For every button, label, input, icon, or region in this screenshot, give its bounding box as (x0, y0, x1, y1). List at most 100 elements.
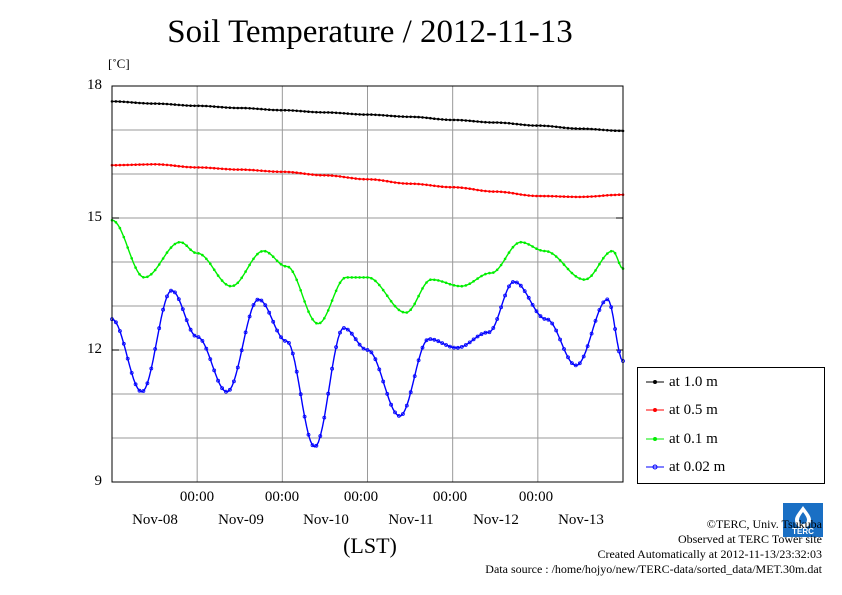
data-point (244, 270, 247, 273)
x-date-label-1: Nov-08 (132, 512, 178, 528)
data-point (562, 126, 566, 129)
data-point (275, 108, 279, 112)
data-point (291, 109, 295, 112)
data-point (350, 112, 354, 116)
data-point (511, 245, 515, 249)
data-point (228, 168, 232, 171)
legend-item-2: at 0.5 m (646, 400, 718, 420)
data-point (519, 193, 523, 196)
data-point (303, 110, 306, 113)
data-point (150, 163, 153, 166)
data-point (256, 252, 259, 256)
data-point (475, 334, 480, 339)
data-point (385, 391, 390, 396)
y-tick-12: 12 (87, 341, 102, 357)
data-point (330, 366, 335, 371)
data-point (472, 119, 475, 123)
data-point (350, 176, 354, 180)
data-point (586, 195, 589, 198)
data-point (142, 163, 145, 166)
data-point (558, 195, 562, 198)
data-point (279, 108, 283, 112)
data-point (566, 355, 570, 360)
series-3 (110, 218, 625, 325)
legend-item-1: at 1.0 m (646, 372, 718, 392)
data-point (240, 168, 243, 171)
data-point (429, 116, 432, 120)
data-point (220, 105, 224, 109)
data-point (562, 347, 566, 351)
y-tick-18: 18 (87, 77, 102, 93)
data-point (488, 121, 491, 124)
data-point (311, 173, 314, 176)
legend-marker-2 (646, 408, 664, 412)
data-point (114, 163, 118, 167)
plot-frame (111, 85, 624, 483)
data-point (114, 320, 118, 325)
data-point (181, 241, 185, 245)
data-point (400, 412, 405, 416)
data-point (180, 307, 185, 312)
data-point (385, 114, 389, 117)
data-point (193, 166, 196, 169)
data-point (385, 294, 389, 298)
data-point (338, 175, 342, 178)
data-point (574, 127, 578, 130)
data-point (279, 263, 283, 266)
data-point (259, 298, 264, 303)
data-point (550, 252, 554, 255)
legend-label-4: at 0.02 m (669, 458, 726, 475)
data-point (550, 321, 555, 326)
data-point (543, 194, 546, 198)
data-point (342, 112, 346, 115)
data-point (538, 314, 543, 319)
data-point (295, 109, 299, 113)
data-point (169, 164, 173, 167)
data-point (181, 103, 185, 107)
data-point (279, 335, 283, 340)
data-point (165, 163, 169, 167)
data-point (488, 190, 491, 193)
data-point (231, 379, 236, 384)
data-point (578, 127, 582, 130)
data-point (295, 278, 299, 282)
data-point (535, 194, 538, 198)
data-point (232, 168, 236, 171)
data-point (578, 277, 582, 280)
data-point (157, 163, 161, 166)
data-point (397, 181, 401, 185)
data-point (157, 102, 161, 105)
data-point (299, 171, 303, 175)
data-point (378, 178, 381, 182)
terc-logo: TERC (783, 503, 823, 537)
data-point (463, 343, 468, 347)
data-point (455, 345, 460, 350)
data-point (594, 269, 597, 272)
data-point (547, 194, 550, 198)
data-point (275, 170, 279, 173)
data-point (374, 113, 377, 117)
data-point (381, 379, 386, 384)
data-point (495, 317, 500, 321)
data-point (448, 185, 452, 189)
data-point (543, 249, 546, 253)
data-point (381, 179, 385, 182)
data-point (342, 175, 346, 179)
data-point (314, 443, 319, 448)
data-point (193, 104, 196, 108)
data-point (464, 284, 468, 287)
data-point (428, 337, 433, 342)
data-point (146, 275, 149, 279)
data-point (404, 403, 409, 408)
data-point (197, 166, 200, 169)
data-point (562, 195, 566, 198)
data-point (236, 168, 240, 171)
data-point (283, 170, 287, 174)
data-point (134, 266, 137, 269)
data-point (531, 194, 534, 198)
data-point (546, 317, 551, 322)
data-point (326, 174, 330, 177)
data-point (362, 113, 365, 116)
data-point (460, 118, 464, 122)
